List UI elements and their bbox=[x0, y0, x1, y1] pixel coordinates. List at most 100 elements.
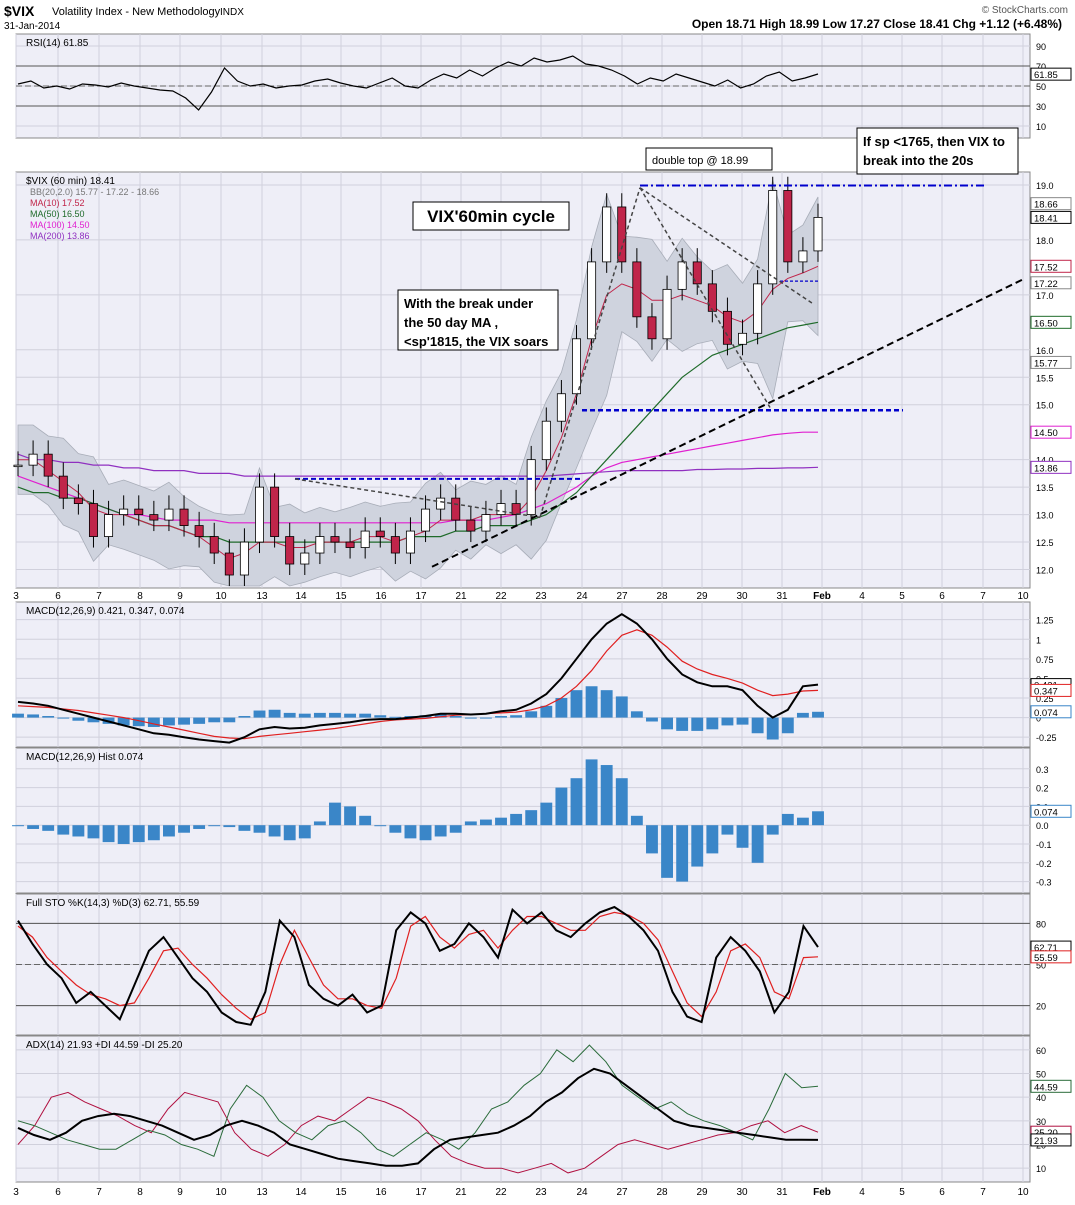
hist-bar bbox=[12, 825, 24, 826]
hist-bar bbox=[103, 825, 115, 842]
candle bbox=[74, 498, 82, 503]
candle bbox=[361, 531, 369, 547]
macd-hist-bar bbox=[57, 718, 69, 719]
y-tick-label: 15.5 bbox=[1036, 373, 1054, 383]
x-tick-label: 10 bbox=[215, 591, 227, 602]
hist-bar bbox=[767, 825, 779, 834]
macd-hist-bar bbox=[238, 716, 250, 718]
x-tick-label: 30 bbox=[736, 1187, 748, 1198]
price-legend-entry: MA(50) 16.50 bbox=[30, 209, 85, 219]
macd-hist-bar bbox=[193, 718, 205, 724]
value-tag-text: 14.50 bbox=[1034, 428, 1058, 439]
macd-hist-bar bbox=[616, 696, 628, 717]
note-line: If sp <1765, then VIX to bbox=[863, 134, 1005, 149]
macd-hist-bar bbox=[284, 713, 296, 718]
y-tick-label: 16.0 bbox=[1036, 346, 1054, 356]
macd-hist-bar bbox=[27, 714, 39, 717]
x-tick-label: 7 bbox=[980, 1187, 986, 1198]
x-tick-label: 6 bbox=[939, 591, 945, 602]
copyright: © StockCharts.com bbox=[982, 5, 1068, 16]
candle bbox=[165, 509, 173, 520]
hist-bar bbox=[601, 765, 613, 825]
hist-bar bbox=[420, 825, 432, 840]
candle bbox=[603, 207, 611, 262]
candle bbox=[104, 515, 112, 537]
hist-bar bbox=[631, 816, 643, 825]
candle bbox=[437, 498, 445, 509]
y-tick-label: 0.75 bbox=[1036, 655, 1054, 665]
hist-bar bbox=[405, 825, 417, 838]
y-tick-label: 17.0 bbox=[1036, 291, 1054, 301]
hist-bar bbox=[178, 825, 190, 833]
candle bbox=[286, 537, 294, 564]
hist-bar bbox=[389, 825, 401, 833]
x-tick-label: 21 bbox=[455, 591, 467, 602]
y-tick-label: 10 bbox=[1036, 122, 1046, 132]
hist-bar bbox=[72, 825, 84, 836]
value-tag-text: 17.22 bbox=[1034, 279, 1058, 290]
y-tick-label: 0.3 bbox=[1036, 765, 1049, 775]
value-tag-text: 16.50 bbox=[1034, 318, 1058, 329]
candle bbox=[497, 504, 505, 515]
macd-hist-bar bbox=[691, 718, 703, 731]
hist-bar bbox=[721, 825, 733, 834]
macd-hist-bar bbox=[299, 714, 311, 718]
candle bbox=[14, 465, 22, 467]
x-tick-label: 29 bbox=[696, 1187, 708, 1198]
hist-bar bbox=[782, 814, 794, 825]
macd-hist-bar bbox=[465, 718, 477, 719]
annotation-cycle: VIX'60min cycle bbox=[413, 202, 569, 230]
hist-bar bbox=[737, 825, 749, 848]
x-tick-label: 3 bbox=[13, 591, 19, 602]
y-tick-label: 1.25 bbox=[1036, 616, 1054, 626]
hist-bar bbox=[571, 778, 583, 825]
hist-bar bbox=[344, 806, 356, 825]
x-tick-label: 5 bbox=[899, 1187, 905, 1198]
y-tick-label: 50 bbox=[1036, 1070, 1046, 1080]
macd-hist-bar bbox=[555, 698, 567, 718]
macd-hist-bar bbox=[72, 718, 84, 721]
ohlc-summary: Open 18.71 High 18.99 Low 17.27 Close 18… bbox=[692, 17, 1062, 31]
hist-bar bbox=[163, 825, 175, 836]
hist-bar bbox=[208, 825, 220, 826]
macd-hist-bar bbox=[389, 717, 401, 718]
hist-bar bbox=[812, 811, 824, 825]
hist-bar bbox=[525, 810, 537, 825]
hist-bar bbox=[223, 825, 235, 827]
hist-bar bbox=[540, 803, 552, 826]
instrument-name: Volatility Index - New Methodology bbox=[52, 6, 221, 18]
sto-title: Full STO %K(14,3) %D(3) 62.71, 55.59 bbox=[26, 898, 200, 909]
x-tick-label: 28 bbox=[656, 591, 668, 602]
candle bbox=[738, 333, 746, 344]
macd-hist-bar bbox=[782, 718, 794, 734]
x-tick-label: 13 bbox=[256, 591, 268, 602]
hist-bar bbox=[752, 825, 764, 863]
annotation-double-top: double top @ 18.99 bbox=[646, 148, 772, 170]
symbol: $VIX bbox=[4, 3, 35, 19]
macd-hist-bar bbox=[767, 718, 779, 740]
chart-date: 31-Jan-2014 bbox=[4, 21, 61, 32]
candle bbox=[648, 317, 656, 339]
macd-hist-bar bbox=[721, 718, 733, 726]
price-legend-entry: MA(10) 17.52 bbox=[30, 198, 85, 208]
macd-hist-bar bbox=[495, 716, 507, 718]
hist-bar bbox=[254, 825, 266, 833]
candle bbox=[588, 262, 596, 339]
hist-bar bbox=[299, 825, 311, 838]
candle bbox=[29, 454, 37, 465]
candle bbox=[784, 190, 792, 261]
value-tag-text: 0.074 bbox=[1034, 708, 1058, 719]
cycle-label: VIX'60min cycle bbox=[427, 207, 555, 226]
hist-bar bbox=[616, 778, 628, 825]
candle bbox=[572, 339, 580, 394]
x-tick-label: 15 bbox=[335, 1187, 347, 1198]
value-tag-text: 15.77 bbox=[1034, 358, 1058, 369]
macd-hist-bar bbox=[344, 714, 356, 718]
x-tick-label: 17 bbox=[415, 1187, 427, 1198]
x-tick-label: 27 bbox=[616, 1187, 628, 1198]
value-tag-text: 55.59 bbox=[1034, 953, 1058, 964]
x-tick-label: Feb bbox=[813, 591, 831, 602]
candle bbox=[135, 509, 143, 514]
hist-bar bbox=[57, 825, 69, 834]
